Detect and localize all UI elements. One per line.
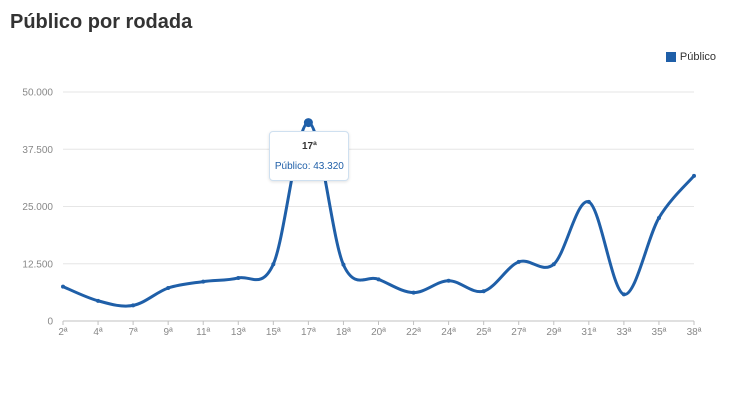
legend-swatch	[665, 52, 676, 62]
x-tick-label: 15ª	[266, 327, 281, 338]
x-tick-label: 31ª	[581, 327, 596, 338]
y-tick-label: 12.500	[22, 259, 53, 270]
x-tick-label: 20ª	[371, 327, 386, 338]
data-point[interactable]	[411, 290, 416, 295]
data-point[interactable]	[376, 277, 381, 282]
chart-title: Público por rodada	[10, 11, 193, 33]
data-point-highlighted[interactable]	[303, 118, 313, 128]
tooltip-title: 17ª	[301, 140, 317, 152]
grid-lines	[63, 91, 694, 322]
x-tick-label: 4ª	[93, 327, 103, 338]
x-tick-label: 35ª	[652, 327, 667, 338]
series-line-publico	[61, 121, 696, 308]
tooltip: 17ª Público: 43.320	[269, 130, 350, 181]
data-points	[61, 118, 696, 308]
data-point[interactable]	[61, 284, 65, 289]
legend-label: Público	[679, 51, 716, 63]
y-axis-ticks: 0 12.500 25.000 37.500 50.000	[22, 88, 53, 328]
x-tick-label: 22ª	[406, 327, 421, 338]
x-tick-label: 13ª	[231, 327, 246, 338]
y-tick-label: 50.000	[22, 88, 53, 99]
x-tick-label: 17ª	[301, 327, 316, 338]
data-point[interactable]	[201, 279, 206, 284]
x-tick-label: 25ª	[476, 327, 491, 338]
y-tick-label: 0	[47, 317, 53, 328]
data-point[interactable]	[516, 259, 521, 264]
data-point[interactable]	[692, 173, 696, 178]
data-point[interactable]	[481, 289, 486, 294]
data-point[interactable]	[96, 298, 101, 303]
data-point[interactable]	[166, 286, 171, 291]
x-axis-ticks: 2ª 4ª 7ª 9ª 11ª 13ª 15ª 17ª 18ª 20ª 22ª 24ª 25ª 27ª 29…	[58, 321, 702, 338]
data-point[interactable]	[586, 199, 591, 204]
data-point[interactable]	[621, 292, 626, 297]
data-point[interactable]	[341, 262, 346, 267]
y-tick-label: 25.000	[22, 202, 53, 213]
x-tick-label: 27ª	[511, 327, 526, 338]
y-tick-label: 37.500	[22, 145, 53, 156]
data-point[interactable]	[446, 278, 451, 283]
x-tick-label: 24ª	[441, 327, 456, 338]
data-point[interactable]	[131, 303, 136, 308]
data-point[interactable]	[236, 275, 241, 280]
x-tick-label: 33ª	[616, 327, 631, 338]
x-tick-label: 38ª	[687, 327, 702, 338]
data-point[interactable]	[271, 262, 276, 267]
legend[interactable]: Público	[665, 51, 716, 63]
x-tick-label: 7ª	[128, 327, 138, 338]
data-point[interactable]	[656, 215, 661, 220]
x-tick-label: 29ª	[546, 327, 561, 338]
x-tick-label: 9ª	[164, 327, 174, 338]
tooltip-value: Público: 43.320	[274, 160, 344, 172]
x-tick-label: 18ª	[336, 327, 351, 338]
x-tick-label: 2ª	[58, 327, 68, 338]
x-tick-label: 11ª	[196, 327, 210, 338]
data-point[interactable]	[551, 262, 556, 267]
